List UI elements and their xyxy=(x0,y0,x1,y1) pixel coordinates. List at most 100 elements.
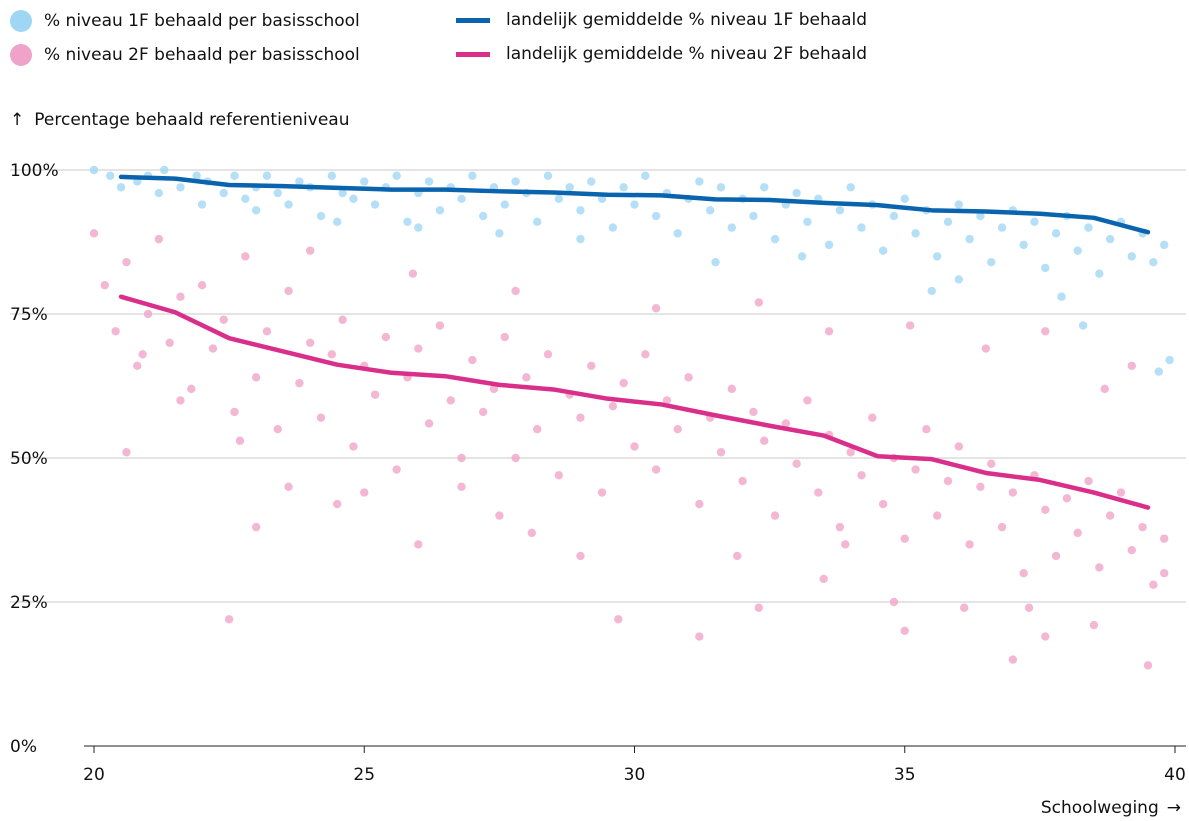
point-2f xyxy=(857,471,866,480)
point-1f xyxy=(424,177,434,186)
point-2f xyxy=(1008,655,1018,664)
line-2f-average xyxy=(118,294,1151,510)
point-1f xyxy=(370,200,380,209)
point-1f xyxy=(554,194,564,203)
point-2f xyxy=(1159,534,1169,543)
point-2f xyxy=(819,574,828,584)
point-2f xyxy=(905,321,915,330)
point-1f xyxy=(711,257,720,267)
point-2f xyxy=(651,304,661,313)
point-1f xyxy=(230,171,239,180)
point-2f xyxy=(1100,384,1109,394)
point-1f xyxy=(414,223,423,232)
point-2f xyxy=(165,338,174,347)
point-1f xyxy=(176,183,185,192)
point-2f xyxy=(597,488,607,497)
point-2f xyxy=(727,384,736,394)
axes: 0% 25% 50% 75% 100% 20 25 30 35 40 xyxy=(10,161,1186,785)
point-2f xyxy=(511,453,520,463)
legend-item-2f-schools: % niveau 2F behaald per basisschool xyxy=(10,44,360,66)
point-1f xyxy=(587,177,596,186)
point-2f xyxy=(932,511,942,520)
point-2f xyxy=(987,459,996,468)
x-axis-title: Schoolweging → xyxy=(1041,798,1181,818)
point-2f xyxy=(576,551,585,561)
point-1f xyxy=(889,211,899,221)
point-2f xyxy=(749,407,758,417)
point-2f xyxy=(414,344,423,353)
point-1f xyxy=(500,200,509,209)
point-2f xyxy=(176,396,185,405)
point-1f xyxy=(1019,240,1028,250)
y-axis-title: ↑ Percentage behaald referentieniveau xyxy=(10,110,350,130)
point-2f xyxy=(662,396,672,405)
point-1f xyxy=(911,229,920,238)
point-2f xyxy=(235,436,245,445)
point-2f xyxy=(1095,563,1104,572)
point-1f xyxy=(160,165,169,175)
point-1f xyxy=(1095,269,1104,278)
point-1f xyxy=(695,177,704,186)
point-1f xyxy=(927,286,936,296)
point-1f xyxy=(1041,263,1050,273)
point-2f xyxy=(478,407,488,417)
point-2f xyxy=(695,499,704,509)
point-1f xyxy=(987,257,996,267)
point-2f xyxy=(1041,632,1050,641)
point-2f xyxy=(295,378,304,388)
point-2f xyxy=(1041,505,1050,515)
average-lines xyxy=(118,174,1151,510)
point-2f xyxy=(154,234,164,244)
point-2f xyxy=(960,603,969,612)
point-1f xyxy=(770,234,780,244)
point-2f xyxy=(138,350,147,359)
point-2f xyxy=(1041,327,1050,336)
point-1f xyxy=(1159,240,1169,250)
point-1f xyxy=(333,217,342,227)
point-1f xyxy=(495,229,504,238)
point-2f xyxy=(1019,569,1028,578)
point-2f xyxy=(381,332,391,342)
point-2f xyxy=(224,615,234,624)
point-1f xyxy=(241,194,250,203)
point-1f xyxy=(608,223,618,232)
point-1f xyxy=(797,252,807,261)
point-2f xyxy=(608,401,618,411)
point-2f xyxy=(284,286,293,296)
point-1f xyxy=(727,223,736,232)
point-1f xyxy=(824,240,834,250)
point-1f xyxy=(403,217,412,227)
legend-item-2f-average: landelijk gemiddelde % niveau 2F behaald xyxy=(456,44,867,64)
point-2f xyxy=(997,522,1007,532)
point-2f xyxy=(533,425,542,434)
point-2f xyxy=(1127,545,1136,555)
legend-label-2f-average: landelijk gemiddelde % niveau 2F behaald xyxy=(506,44,868,64)
point-1f xyxy=(349,194,358,203)
point-2f xyxy=(333,499,342,509)
point-2f xyxy=(208,344,218,353)
point-2f xyxy=(619,378,628,388)
point-1f xyxy=(576,234,585,244)
point-2f xyxy=(133,361,142,371)
point-2f xyxy=(630,442,639,451)
point-1f xyxy=(803,217,812,227)
point-1f xyxy=(619,183,628,192)
y-axis-label: Percentage behaald referentieniveau xyxy=(34,110,350,130)
point-1f xyxy=(749,211,758,221)
point-2f xyxy=(408,269,418,278)
point-1f xyxy=(116,183,126,192)
point-1f xyxy=(565,183,574,192)
right-arrow-icon: → xyxy=(1166,798,1181,818)
point-1f xyxy=(251,206,261,215)
series-1f-points xyxy=(89,165,1174,376)
point-1f xyxy=(533,217,542,227)
point-1f xyxy=(673,229,682,238)
point-2f xyxy=(922,425,931,434)
point-2f xyxy=(1062,494,1072,503)
point-2f xyxy=(760,436,769,445)
legend: % niveau 1F behaald per basisschool % ni… xyxy=(10,10,1180,70)
point-2f xyxy=(424,419,434,428)
point-2f xyxy=(803,396,812,405)
point-2f xyxy=(754,298,764,307)
point-1f xyxy=(716,183,726,192)
